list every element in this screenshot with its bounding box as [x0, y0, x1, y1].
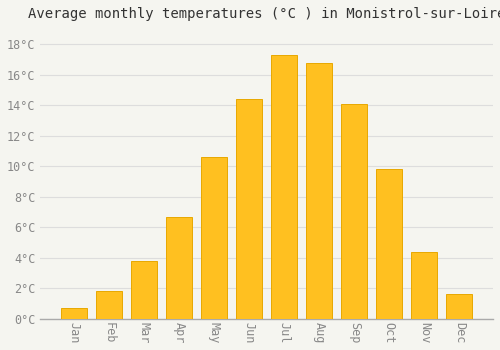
Bar — [306, 63, 332, 319]
Bar — [446, 294, 472, 319]
Bar — [411, 252, 438, 319]
Bar — [341, 104, 367, 319]
Bar — [166, 217, 192, 319]
Bar — [376, 169, 402, 319]
Bar — [271, 55, 297, 319]
Title: Average monthly temperatures (°C ) in Monistrol-sur-Loire: Average monthly temperatures (°C ) in Mo… — [28, 7, 500, 21]
Bar — [96, 292, 122, 319]
Bar — [201, 157, 228, 319]
Bar — [61, 308, 87, 319]
Bar — [131, 261, 157, 319]
Bar — [236, 99, 262, 319]
